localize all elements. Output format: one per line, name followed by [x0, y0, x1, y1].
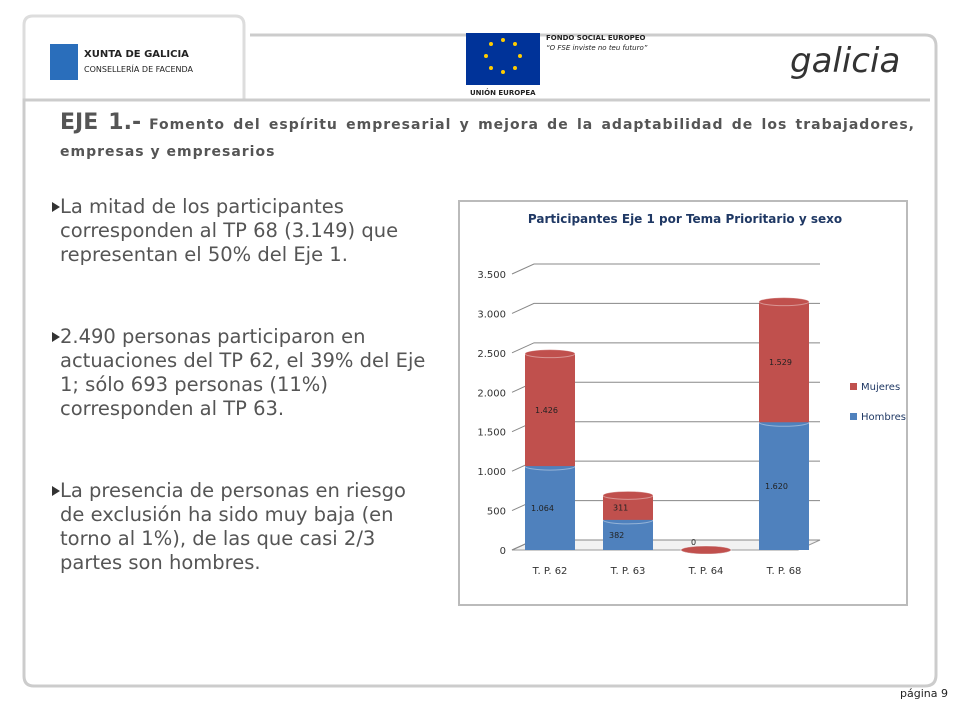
x-tick-label: T. P. 64 — [688, 566, 724, 577]
value-label: 382 — [609, 531, 624, 540]
bar — [603, 519, 653, 550]
y-tick-label: 2.500 — [477, 349, 506, 360]
page-number: página 9 — [900, 687, 948, 700]
chart: Participantes Eje 1 por Tema Prioritario… — [458, 200, 908, 606]
bullet: La presencia de personas en riesgo de ex… — [52, 479, 435, 575]
fse-motto: “O FSE inviste no teu futuro” — [546, 44, 648, 52]
legend-label: Mujeres — [861, 382, 900, 393]
x-tick-label: T. P. 68 — [766, 566, 802, 577]
title-lead: EJE 1.- — [60, 110, 142, 135]
bar — [759, 301, 809, 423]
y-tick-label: 3.500 — [477, 270, 506, 281]
legend-swatch — [850, 413, 857, 420]
bullet: La mitad de los participantes correspond… — [52, 195, 435, 267]
y-tick-label: 1.500 — [477, 428, 506, 439]
x-tick-label: T. P. 62 — [532, 566, 568, 577]
value-label: 311 — [613, 504, 628, 513]
grid-line — [511, 263, 820, 275]
x-tick-label: T. P. 63 — [610, 566, 646, 577]
value-label: 1.529 — [769, 358, 792, 367]
bar-cap — [680, 545, 732, 555]
bar-cap — [758, 297, 810, 307]
bar — [525, 466, 575, 550]
legend-label: Hombres — [861, 412, 906, 423]
value-label: 1.426 — [535, 406, 558, 415]
bar — [759, 422, 809, 550]
bullets: La mitad de los participantes correspond… — [52, 195, 435, 633]
bullet: 2.490 personas participaron en actuacion… — [52, 325, 435, 421]
bar-cap — [602, 490, 654, 500]
value-label: 1.064 — [531, 504, 554, 513]
grid-line — [511, 342, 820, 354]
bar — [525, 353, 575, 467]
y-tick-label: 2.000 — [477, 388, 506, 399]
conselleria: CONSELLERÍA DE FACENDA — [84, 63, 194, 74]
chart-title: Participantes Eje 1 por Tema Prioritario… — [528, 212, 842, 226]
y-tick-label: 1.000 — [477, 467, 506, 478]
bar-cap — [524, 349, 576, 359]
y-tick-label: 0 — [500, 546, 506, 557]
grid-line — [511, 302, 820, 314]
legend-swatch — [850, 383, 857, 390]
title: EJE 1.- Fomento del espíritu empresarial… — [60, 110, 915, 165]
y-tick-label: 500 — [487, 507, 506, 518]
title-rest: Fomento del espíritu empresarial y mejor… — [60, 117, 915, 160]
fse: FONDO SOCIAL EUROPEO — [546, 34, 646, 42]
xunta: XUNTA DE GALICIA — [84, 49, 189, 60]
ue: UNIÓN EUROPEA — [470, 88, 536, 97]
galicia: galicia — [790, 41, 900, 81]
y-tick-label: 3.000 — [477, 309, 506, 320]
bar — [603, 495, 653, 520]
value-label: 1.620 — [765, 482, 788, 491]
value-label: 0 — [691, 538, 696, 547]
